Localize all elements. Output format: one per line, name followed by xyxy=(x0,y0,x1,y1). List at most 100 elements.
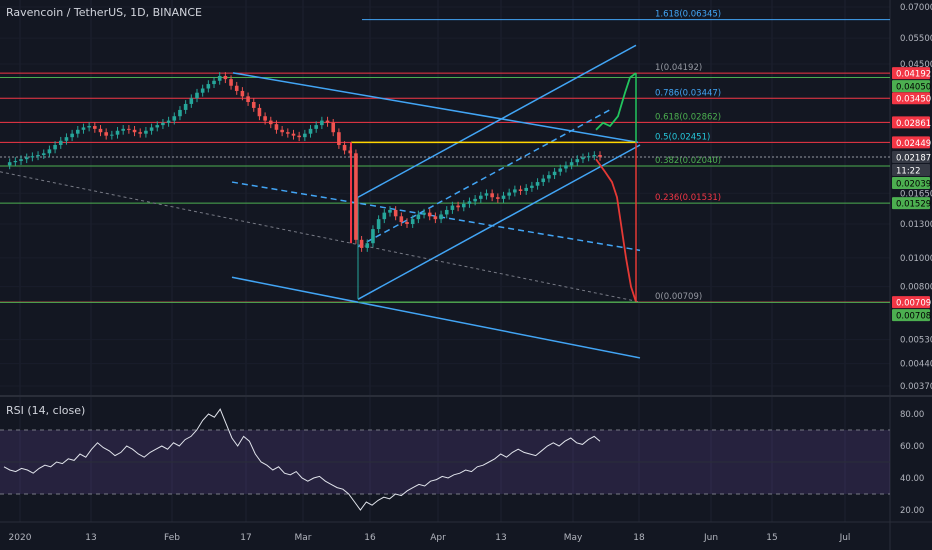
candle-29 xyxy=(166,116,171,127)
candle-body-51 xyxy=(291,133,296,136)
candle-body-40 xyxy=(229,79,233,86)
candle-body-25 xyxy=(144,130,148,134)
candle-33 xyxy=(189,94,194,108)
candle-body-66 xyxy=(376,219,381,230)
candle-44 xyxy=(251,98,256,112)
candle-22 xyxy=(127,125,131,134)
price-tick-10: 0.01300 xyxy=(900,220,932,230)
price-tag-label-8: 0.01529 xyxy=(896,200,931,210)
candle-body-102 xyxy=(581,157,585,160)
candle-body-104 xyxy=(592,155,597,157)
candle-47 xyxy=(268,116,273,129)
candle-69 xyxy=(393,206,398,221)
candle-18 xyxy=(104,128,108,140)
candle-72 xyxy=(410,215,415,228)
candle-body-43 xyxy=(246,96,250,102)
candle-71 xyxy=(405,218,409,228)
time-tick-1: 13 xyxy=(85,533,96,543)
candle-10 xyxy=(58,136,63,149)
candle-body-39 xyxy=(223,75,228,80)
price-tick-12: 0.00800 xyxy=(900,283,932,293)
time-tick-7: 13 xyxy=(495,533,506,543)
rsi-pane xyxy=(0,398,890,522)
candle-body-54 xyxy=(308,128,313,134)
candle-83 xyxy=(473,195,477,206)
candle-body-93 xyxy=(530,185,534,188)
price-tick-15: 0.00530 xyxy=(900,336,932,346)
candle-body-15 xyxy=(87,126,91,128)
candle-body-91 xyxy=(518,189,523,191)
candle-21 xyxy=(121,125,125,135)
asc-channel-top xyxy=(357,44,637,198)
candle-12 xyxy=(70,129,74,142)
candle-body-44 xyxy=(251,101,256,108)
candle-31 xyxy=(178,106,182,121)
fib-label-6: 0.236(0.01531) xyxy=(655,193,721,203)
price-tag-bg-2 xyxy=(892,92,930,105)
candle-93 xyxy=(530,181,534,192)
price-axis: 0.07000 0.05500 0.04500 0.01300 0.01000 0.008… xyxy=(900,3,932,392)
candle-body-56 xyxy=(320,120,324,126)
candle-body-62 xyxy=(354,153,358,240)
candle-46 xyxy=(263,112,267,125)
candle-body-48 xyxy=(274,124,279,130)
price-tick-2: 0.04500 xyxy=(900,60,932,70)
candle-body-41 xyxy=(234,85,239,91)
time-tick-12: Jul xyxy=(839,533,851,543)
price-tag-4: 0.02449 xyxy=(892,136,931,149)
candle-body-9 xyxy=(53,144,57,150)
candle-body-61 xyxy=(348,150,353,154)
price-tag-5: 0.02187 xyxy=(892,150,931,163)
candle-52 xyxy=(297,131,301,142)
candle-body-45 xyxy=(257,107,262,117)
candle-39 xyxy=(223,72,228,84)
candle-84 xyxy=(479,191,483,203)
candle-body-53 xyxy=(303,133,307,138)
candle-body-37 xyxy=(212,80,216,85)
candle-body-64 xyxy=(365,243,370,248)
candle-body-70 xyxy=(399,216,404,223)
candle-body-83 xyxy=(473,198,477,202)
rsi-tick-0: 80.00 xyxy=(900,410,924,420)
candle-body-23 xyxy=(132,129,137,133)
candle-43 xyxy=(246,92,250,106)
candle-1 xyxy=(7,158,12,170)
price-tag-bg-7 xyxy=(892,176,930,189)
candle-body-71 xyxy=(405,222,409,225)
candle-body-86 xyxy=(490,193,494,198)
candle-79 xyxy=(450,201,455,214)
candle-82 xyxy=(467,197,472,208)
candle-body-98 xyxy=(558,168,563,172)
candle-28 xyxy=(161,119,165,130)
time-tick-0: 2020 xyxy=(9,533,32,543)
candle-19 xyxy=(110,130,114,140)
candle-body-46 xyxy=(263,116,267,121)
rsi-title: RSI (14, close) xyxy=(6,404,86,417)
candle-53 xyxy=(303,129,307,142)
candle-3 xyxy=(19,155,23,165)
candle-54 xyxy=(308,125,313,138)
candle-body-105 xyxy=(598,155,602,157)
candle-body-52 xyxy=(297,135,301,138)
candle-body-74 xyxy=(422,212,426,215)
candle-94 xyxy=(535,178,540,190)
candle-102 xyxy=(581,153,585,164)
price-tag-2: 0.03450 xyxy=(892,92,931,105)
rsi-tick-1: 60.00 xyxy=(900,442,924,452)
candle-51 xyxy=(291,129,296,140)
candle-55 xyxy=(314,121,318,133)
price-tag-0: 0.04192 xyxy=(892,67,931,80)
candle-body-73 xyxy=(416,214,421,220)
projection-up-path xyxy=(595,72,637,131)
candle-95 xyxy=(541,174,546,186)
candle-16 xyxy=(93,122,97,133)
price-tag-label-7: 0.02039 xyxy=(896,179,931,189)
candle-42 xyxy=(240,87,245,101)
time-tick-3: 17 xyxy=(240,533,251,543)
candle-11 xyxy=(64,133,69,145)
candle-24 xyxy=(138,128,143,138)
price-tag-bg-8 xyxy=(892,197,930,210)
candle-67 xyxy=(382,208,387,224)
price-tag-label-0: 0.04192 xyxy=(896,70,931,80)
